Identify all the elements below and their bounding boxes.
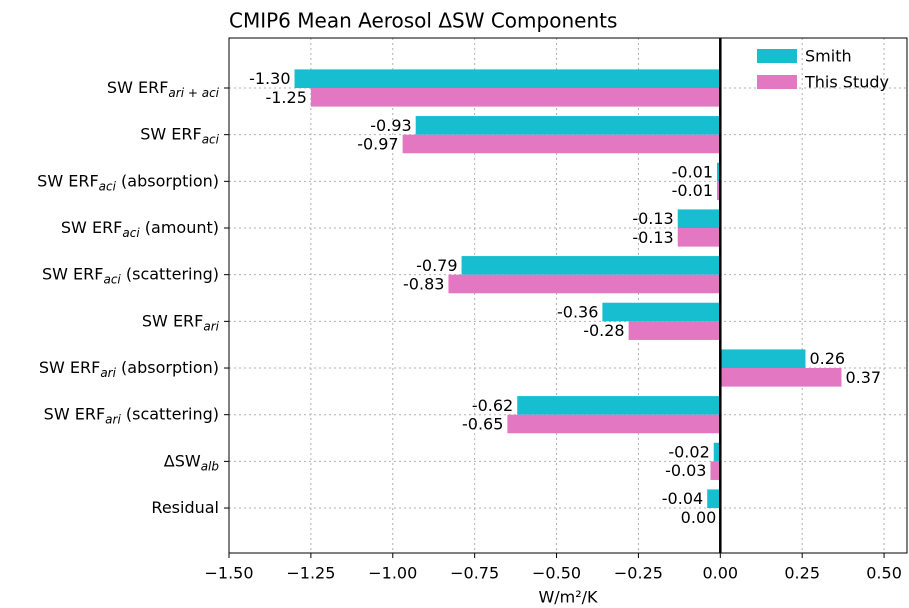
value-label: -0.65 bbox=[462, 414, 503, 433]
y-tick-label-part: aci bbox=[122, 226, 140, 240]
y-tick-label-part: aci bbox=[103, 272, 121, 286]
bar bbox=[628, 321, 721, 340]
y-tick-label: SW ERFari (absorption) bbox=[39, 358, 219, 380]
y-tick-label-part: SW ERF bbox=[39, 358, 101, 377]
value-label: -0.13 bbox=[632, 209, 673, 228]
value-label: -0.83 bbox=[403, 274, 444, 293]
y-tick-label-part: (scattering) bbox=[121, 404, 219, 423]
y-tick-label: SW ERFari + aci bbox=[107, 78, 220, 100]
legend-label: Smith bbox=[805, 47, 852, 66]
bar bbox=[717, 162, 721, 182]
y-tick-label-part: SW ERF bbox=[61, 218, 123, 237]
bar bbox=[294, 69, 721, 88]
bar bbox=[707, 489, 721, 509]
bar bbox=[713, 442, 721, 462]
value-label: -1.25 bbox=[265, 88, 306, 107]
bar bbox=[461, 256, 721, 275]
y-tick-label: SW ERFaci (scattering) bbox=[42, 264, 219, 286]
y-tick-label-part: (amount) bbox=[140, 218, 219, 237]
bar bbox=[415, 116, 721, 135]
x-tick-label: −1.25 bbox=[286, 564, 335, 583]
y-tick-label: SW ERFaci (amount) bbox=[61, 218, 219, 240]
value-label: -0.97 bbox=[357, 134, 398, 153]
value-label: -0.03 bbox=[665, 461, 706, 480]
y-tick-label-part: (absorption) bbox=[116, 358, 219, 377]
value-label: 0.37 bbox=[845, 368, 881, 387]
legend-swatch bbox=[757, 49, 797, 63]
y-tick-label: SW ERFari bbox=[142, 311, 220, 333]
value-label: -1.30 bbox=[249, 69, 290, 88]
y-tick-label-part: SW ERF bbox=[42, 264, 104, 283]
chart-title: CMIP6 Mean Aerosol ΔSW Components bbox=[229, 9, 617, 33]
y-tick-label-part: ΔSW bbox=[164, 451, 201, 470]
value-label: -0.28 bbox=[583, 321, 624, 340]
x-tick-label: −0.75 bbox=[450, 564, 499, 583]
y-tick-label: SW ERFaci bbox=[140, 124, 219, 146]
value-label: -0.02 bbox=[668, 443, 709, 462]
y-tick-label-part: SW ERF bbox=[107, 78, 169, 97]
value-label: -0.01 bbox=[672, 163, 713, 182]
value-label: -0.04 bbox=[662, 489, 703, 508]
legend-label: This Study bbox=[804, 73, 889, 92]
y-tick-label-part: SW ERF bbox=[142, 311, 204, 330]
bar bbox=[717, 181, 721, 200]
x-tick-label: 0.50 bbox=[866, 564, 902, 583]
bar bbox=[710, 461, 721, 480]
y-tick-label-part: SW ERF bbox=[140, 124, 202, 143]
y-tick-label-part: ari bbox=[203, 319, 219, 333]
y-tick-label-part: ari bbox=[100, 366, 116, 380]
value-label: 0.00 bbox=[681, 508, 717, 527]
x-tick-label: −0.25 bbox=[614, 564, 663, 583]
value-label: -0.93 bbox=[370, 116, 411, 135]
y-tick-label-part: SW ERF bbox=[37, 171, 99, 190]
x-tick-label: −1.00 bbox=[368, 564, 417, 583]
x-tick-label: −0.50 bbox=[532, 564, 581, 583]
bar bbox=[677, 209, 721, 229]
bar bbox=[507, 414, 721, 434]
plot-frame bbox=[228, 37, 908, 554]
y-tick-label-part: ari bbox=[105, 412, 121, 426]
bar bbox=[720, 349, 806, 369]
bar bbox=[448, 274, 721, 294]
y-tick-label-part: aci bbox=[99, 179, 117, 193]
x-tick-label: 0.25 bbox=[784, 564, 820, 583]
y-tick-label-part: aci bbox=[202, 132, 220, 146]
y-tick-label: ΔSWalb bbox=[164, 451, 220, 473]
x-tick-label: 0.00 bbox=[702, 564, 738, 583]
bar bbox=[310, 88, 721, 107]
y-tick-label-part: SW ERF bbox=[44, 404, 106, 423]
value-label: -0.01 bbox=[672, 181, 713, 200]
bar bbox=[517, 396, 721, 415]
bar bbox=[602, 302, 721, 322]
y-tick-label: SW ERFari (scattering) bbox=[44, 404, 219, 426]
bar bbox=[402, 134, 721, 154]
y-tick-label: SW ERFaci (absorption) bbox=[37, 171, 219, 193]
y-tick-label-part: (absorption) bbox=[116, 171, 219, 190]
value-label: -0.36 bbox=[557, 303, 598, 322]
y-tick-label-part: Residual bbox=[151, 498, 219, 517]
value-label: -0.79 bbox=[416, 256, 457, 275]
value-label: -0.62 bbox=[472, 396, 513, 415]
y-tick-label: Residual bbox=[151, 498, 219, 517]
legend-swatch bbox=[757, 75, 797, 89]
x-tick-label: −1.50 bbox=[204, 564, 253, 583]
bar bbox=[677, 228, 721, 247]
y-tick-label-part: (scattering) bbox=[121, 264, 219, 283]
x-axis-label: W/m²/K bbox=[538, 588, 598, 607]
value-label: -0.13 bbox=[632, 228, 673, 247]
bar bbox=[720, 368, 842, 387]
y-tick-label-part: ari + aci bbox=[168, 86, 219, 100]
y-tick-label-part: alb bbox=[201, 459, 220, 473]
value-label: 0.26 bbox=[809, 349, 845, 368]
